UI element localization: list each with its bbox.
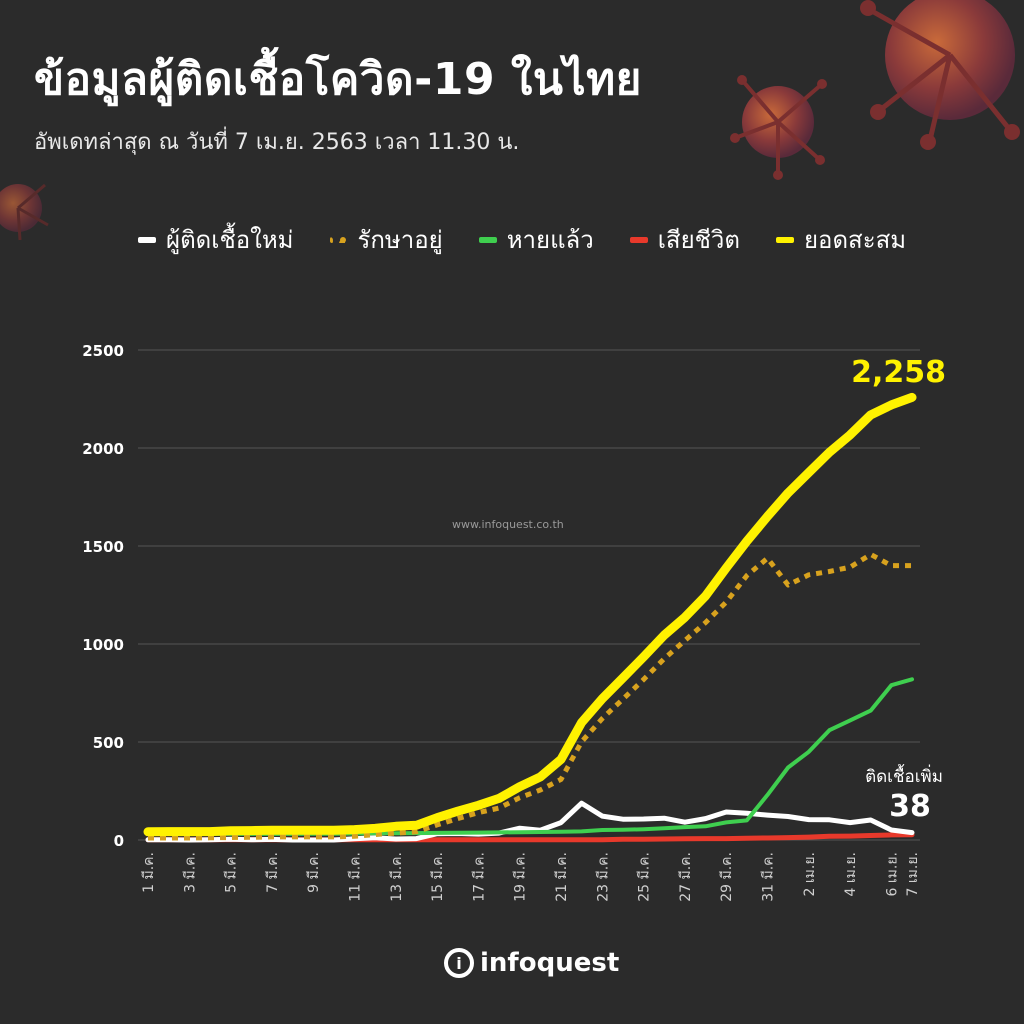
legend-swatch-deaths — [629, 236, 648, 243]
legend-swatch-cumulative — [775, 236, 794, 243]
x-tick-label-6: 13 มี.ค. — [389, 852, 405, 902]
chart-legend: ผู้ติดเชื้อใหม่ รักษาอยู่ หายแล้ว เสียชี… — [138, 220, 906, 259]
annotation-new-label: ติดเชื้อเพิ่ม — [865, 764, 943, 787]
logo-text: infoquest — [480, 948, 620, 978]
x-tick-label-13: 27 มี.ค. — [678, 852, 694, 902]
x-tick-label-9: 19 มี.ค. — [513, 852, 529, 902]
x-tick-label-11: 23 มี.ค. — [595, 852, 611, 902]
y-tick-label-1500: 1500 — [82, 538, 124, 556]
y-tick-label-2500: 2500 — [82, 342, 124, 360]
series-line-cumulative — [143, 392, 917, 837]
legend-label-active: รักษาอยู่ — [357, 226, 443, 254]
virus-medium-icon — [730, 75, 827, 180]
x-tick-label-14: 29 มี.ค. — [719, 852, 735, 902]
x-tick-label-17: 4 เม.ย. — [843, 852, 859, 896]
legend-swatch-new-cases — [138, 236, 156, 243]
x-tick-label-4: 9 มี.ค. — [306, 852, 322, 893]
legend-label-new-cases: ผู้ติดเชื้อใหม่ — [166, 226, 294, 254]
x-tick-label-16: 2 เม.ย. — [802, 852, 818, 896]
infoquest-logo: i infoquest — [444, 948, 619, 978]
page-subtitle: อัพเดทล่าสุด ณ วันที่ 7 เม.ย. 2563 เวลา … — [34, 130, 520, 155]
virus-large-icon — [860, 0, 1020, 150]
legend-label-recovered: หายแล้ว — [506, 226, 594, 254]
annotation-new-value: 38 — [889, 789, 931, 824]
annotation-total-value: 2,258 — [851, 355, 946, 390]
legend-item-deaths: เสียชีวิต — [629, 220, 740, 259]
legend-item-recovered: หายแล้ว — [478, 220, 594, 259]
legend-label-cumulative: ยอดสะสม — [803, 226, 907, 254]
legend-item-cumulative: ยอดสะสม — [775, 220, 907, 259]
page-title: ข้อมูลผู้ติดเชื้อโควิด-19 ในไทย — [34, 54, 642, 105]
y-tick-label-0: 0 — [114, 832, 124, 850]
x-tick-label-8: 17 มี.ค. — [471, 852, 487, 902]
legend-swatch-active — [329, 236, 348, 243]
x-tick-label-1: 3 มี.ค. — [182, 852, 198, 893]
legend-label-deaths: เสียชีวิต — [657, 226, 740, 254]
series-line-active — [148, 551, 912, 841]
x-tick-label-18: 6 เม.ย. — [884, 852, 900, 896]
watermark: www.infoquest.co.th — [452, 518, 564, 531]
legend-swatch-recovered — [478, 236, 497, 243]
x-tick-label-3: 7 มี.ค. — [265, 852, 281, 893]
series-line-new_cases — [145, 800, 915, 843]
series-line-recovered — [146, 677, 914, 836]
x-tick-label-7: 15 มี.ค. — [430, 852, 446, 902]
y-tick-label-2000: 2000 — [82, 440, 124, 458]
x-tick-label-15: 31 มี.ค. — [760, 852, 776, 902]
virus-small-icon — [0, 183, 49, 241]
x-tick-label-12: 25 มี.ค. — [637, 852, 653, 902]
legend-item-new-cases: ผู้ติดเชื้อใหม่ — [138, 220, 294, 259]
logo-mark-icon: i — [444, 948, 474, 978]
legend-item-active: รักษาอยู่ — [329, 220, 443, 259]
x-tick-label-2: 5 มี.ค. — [224, 852, 240, 893]
y-tick-label-1000: 1000 — [82, 636, 124, 654]
x-tick-label-19: 7 เม.ย. — [905, 852, 921, 896]
x-tick-label-5: 11 มี.ค. — [347, 852, 363, 902]
y-tick-label-500: 500 — [93, 734, 124, 752]
x-tick-label-0: 1 มี.ค. — [141, 852, 157, 893]
x-tick-label-10: 21 มี.ค. — [554, 852, 570, 902]
